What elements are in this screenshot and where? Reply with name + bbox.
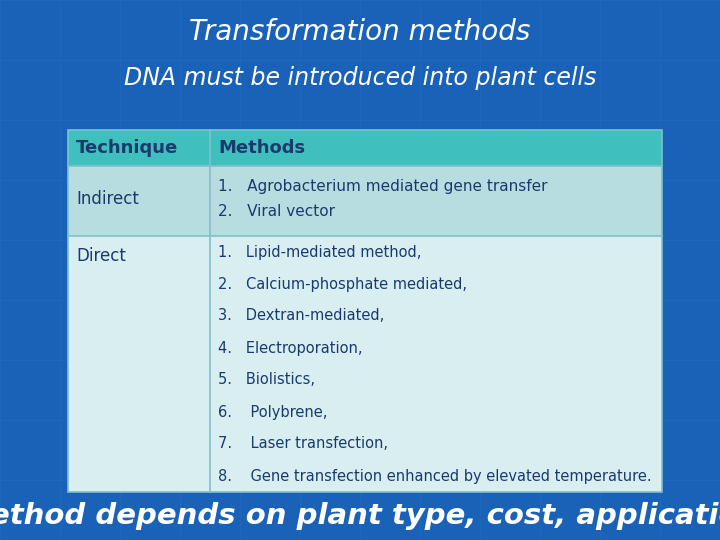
- FancyBboxPatch shape: [68, 166, 662, 236]
- Text: Technique: Technique: [76, 139, 179, 157]
- Text: 1.   Lipid-mediated method,: 1. Lipid-mediated method,: [218, 245, 421, 260]
- FancyBboxPatch shape: [68, 236, 662, 492]
- Text: 1.   Agrobacterium mediated gene transfer: 1. Agrobacterium mediated gene transfer: [218, 179, 547, 193]
- Text: 3.   Dextran-mediated,: 3. Dextran-mediated,: [218, 308, 384, 323]
- FancyBboxPatch shape: [68, 130, 662, 166]
- Text: Methods: Methods: [218, 139, 305, 157]
- Text: Method depends on plant type, cost, application: Method depends on plant type, cost, appl…: [0, 502, 720, 530]
- Text: Indirect: Indirect: [76, 190, 139, 208]
- Text: 7.    Laser transfection,: 7. Laser transfection,: [218, 436, 388, 451]
- Text: 5.   Biolistics,: 5. Biolistics,: [218, 373, 315, 388]
- Text: Direct: Direct: [76, 247, 126, 265]
- Text: 8.    Gene transfection enhanced by elevated temperature.: 8. Gene transfection enhanced by elevate…: [218, 469, 652, 483]
- Text: 2.   Calcium-phosphate mediated,: 2. Calcium-phosphate mediated,: [218, 276, 467, 292]
- Text: 6.    Polybrene,: 6. Polybrene,: [218, 404, 328, 420]
- Text: Transformation methods: Transformation methods: [189, 18, 531, 46]
- Text: 2.   Viral vector: 2. Viral vector: [218, 205, 335, 219]
- Text: 4.   Electroporation,: 4. Electroporation,: [218, 341, 362, 355]
- Text: DNA must be introduced into plant cells: DNA must be introduced into plant cells: [124, 66, 596, 90]
